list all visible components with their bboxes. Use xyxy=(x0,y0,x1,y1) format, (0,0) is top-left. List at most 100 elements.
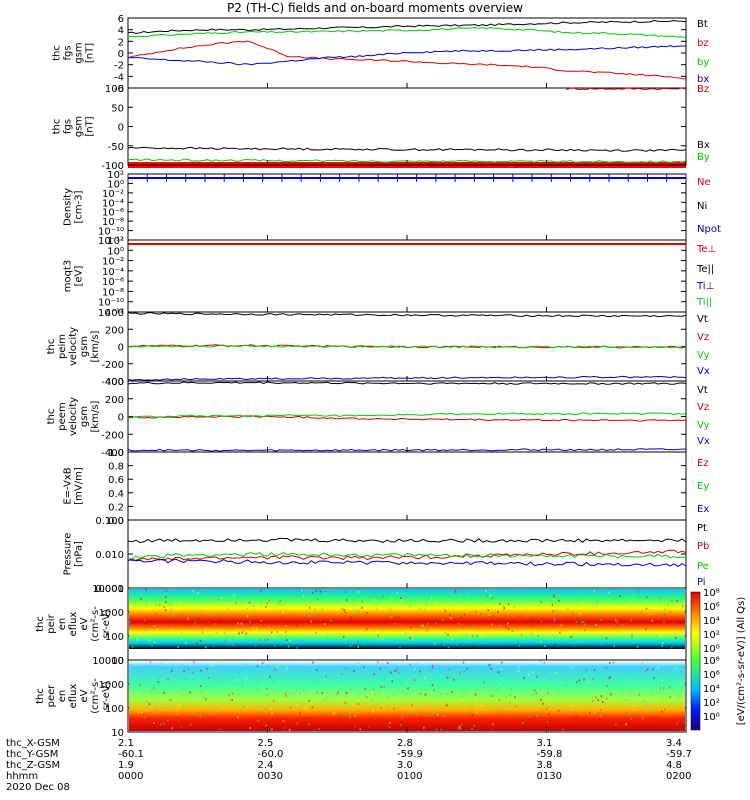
ytick-efield-2: 0.6 xyxy=(108,475,124,486)
speckle xyxy=(645,596,648,599)
speckle xyxy=(588,712,591,715)
speckle xyxy=(645,703,647,706)
speckle xyxy=(388,695,390,698)
speckle xyxy=(207,621,210,624)
speckle xyxy=(271,728,273,731)
speckle xyxy=(489,594,492,597)
series-fgs-bx xyxy=(127,45,686,66)
colorbar xyxy=(690,591,701,731)
footer-value-0-0: 2.1 xyxy=(118,738,134,749)
speckle xyxy=(249,621,251,624)
speckle xyxy=(315,662,318,665)
speckle xyxy=(422,624,424,627)
speckle xyxy=(463,670,465,673)
ytick-fgs_dsl-3: -50 xyxy=(108,142,124,153)
speckle xyxy=(391,597,393,600)
speckle xyxy=(308,717,311,719)
speckle xyxy=(365,614,367,617)
speckle xyxy=(344,611,347,614)
speckle xyxy=(455,641,458,644)
speckle xyxy=(269,675,271,678)
ylabel-peir_spec-5: (cm²-s- xyxy=(90,606,101,642)
ytick-temp-4: 10⁻⁶ xyxy=(102,277,124,288)
speckle xyxy=(447,646,450,649)
speckle xyxy=(372,710,374,713)
speckle xyxy=(409,663,411,666)
speckle xyxy=(140,598,142,600)
speckle xyxy=(245,677,247,680)
speckle xyxy=(532,671,534,674)
ylabel-peim-3: gsm xyxy=(79,336,90,357)
speckle xyxy=(511,630,514,633)
speckle xyxy=(608,677,610,680)
footer-value-2-0: 1.9 xyxy=(118,760,134,771)
speckle xyxy=(612,666,614,669)
speckle xyxy=(182,705,184,708)
speckle xyxy=(232,692,234,695)
speckle xyxy=(139,684,141,686)
speckle xyxy=(507,602,510,605)
speckle xyxy=(435,728,438,731)
speckle xyxy=(475,711,478,714)
speckle xyxy=(463,591,465,594)
series-peim-Vy xyxy=(127,344,687,349)
speckle xyxy=(490,667,492,670)
speckle xyxy=(392,694,395,697)
ytick-efield-5: 0.0 xyxy=(108,516,124,527)
speckle xyxy=(630,718,633,720)
speckle xyxy=(479,712,481,715)
speckle xyxy=(324,698,326,701)
speckle xyxy=(171,628,174,631)
speckle xyxy=(266,687,268,690)
speckle xyxy=(399,646,401,649)
speckle xyxy=(660,599,662,602)
speckle xyxy=(399,723,402,726)
speckle xyxy=(410,711,412,714)
speckle xyxy=(261,684,263,686)
speckle xyxy=(255,630,258,633)
speckle xyxy=(238,632,240,635)
speckle xyxy=(547,686,550,689)
speckle xyxy=(597,699,599,701)
speckle xyxy=(492,727,494,730)
legend-temp-Te||: Te|| xyxy=(696,264,714,275)
speckle xyxy=(178,719,181,722)
speckle xyxy=(266,602,269,605)
speckle xyxy=(460,723,463,726)
speckle xyxy=(502,605,505,608)
ytick-density-7: 10⁻¹² xyxy=(98,236,124,247)
speckle xyxy=(157,677,160,680)
speckle xyxy=(149,661,152,664)
speckle xyxy=(420,624,423,627)
legend-pressure-Pe: Pe xyxy=(697,561,709,572)
speckle xyxy=(371,675,374,678)
speckle xyxy=(546,721,549,724)
speckle xyxy=(540,661,542,663)
ylabel-peem-0: thc xyxy=(46,409,57,425)
speckle xyxy=(170,670,173,672)
ytick-peim-3: -200 xyxy=(101,360,124,371)
speckle xyxy=(631,633,633,636)
ytick-fgs_dsl-4: -100 xyxy=(101,161,124,172)
ytick-temp-7: 10⁻¹² xyxy=(98,308,124,319)
speckle xyxy=(204,721,207,724)
speckle xyxy=(409,637,411,640)
ytick-density-4: 10⁻⁶ xyxy=(102,208,124,219)
speckle xyxy=(458,622,460,625)
speckle xyxy=(199,715,202,718)
speckle xyxy=(542,702,544,705)
speckle xyxy=(483,681,485,684)
speckle xyxy=(363,666,365,669)
speckle xyxy=(201,634,203,637)
speckle xyxy=(671,599,673,602)
speckle xyxy=(256,688,258,691)
speckle xyxy=(411,694,413,697)
ylabel-fgs_dsl-1: fgs xyxy=(63,119,74,134)
series-fgs-bz xyxy=(127,40,687,80)
ylabel-density-0: Density xyxy=(63,188,74,226)
speckle xyxy=(218,680,221,683)
speckle xyxy=(159,597,161,600)
ylabel-peer_spec-6: sr-eV) xyxy=(101,681,112,710)
speckle xyxy=(423,608,426,611)
